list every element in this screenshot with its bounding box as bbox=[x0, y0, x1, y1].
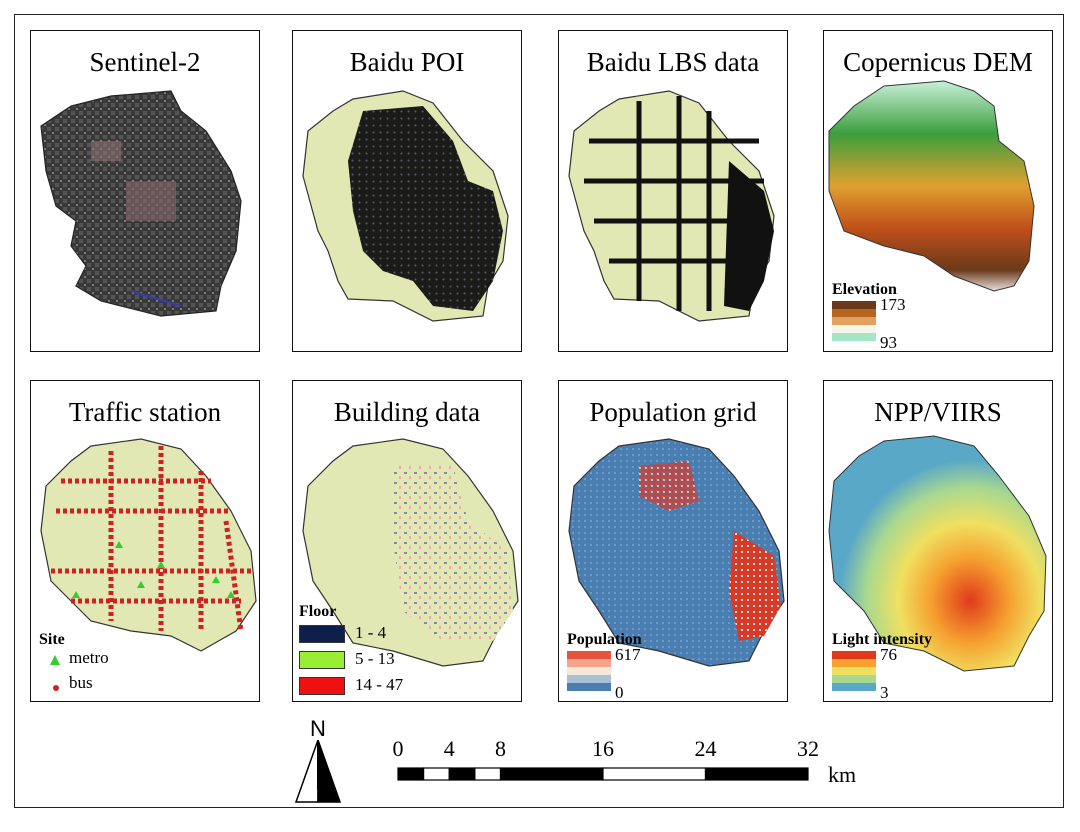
population-ramp bbox=[567, 651, 611, 691]
panel-title: Copernicus DEM bbox=[843, 47, 1033, 77]
scale-segment bbox=[423, 767, 450, 781]
legend-item: 5 - 13 bbox=[355, 649, 395, 668]
scale-tick-label: 0 bbox=[393, 736, 404, 761]
panel-title: Traffic station bbox=[68, 397, 222, 427]
legend-item-metro: metro bbox=[69, 648, 109, 667]
scale-tick-label: 24 bbox=[695, 736, 717, 761]
panel-traffic: Traffic station Site metro bus bbox=[30, 380, 260, 702]
sentinel-map bbox=[40, 90, 242, 317]
legend-title: Population bbox=[567, 631, 642, 648]
scale-tick-label: 16 bbox=[592, 736, 614, 761]
light-legend: Light intensity 76 3 bbox=[832, 631, 972, 701]
legend-min: 0 bbox=[615, 683, 624, 702]
panel-title: Baidu POI bbox=[349, 47, 465, 77]
legend-max: 173 bbox=[880, 295, 906, 314]
panel-title: Sentinel-2 bbox=[89, 47, 201, 77]
floor-swatch-1 bbox=[299, 625, 345, 643]
panel-title: NPP/VIIRS bbox=[874, 397, 1002, 427]
legend-max: 76 bbox=[880, 645, 897, 664]
district-outline bbox=[40, 438, 257, 652]
triangle-icon bbox=[50, 655, 60, 665]
panel-dem: Copernicus DEM Elevation 173 93 bbox=[823, 30, 1053, 352]
dot-icon bbox=[53, 685, 59, 691]
district-outline bbox=[568, 438, 785, 667]
scale-segment bbox=[448, 767, 476, 781]
panel-title: Baidu LBS data bbox=[586, 47, 760, 77]
legend-title: Light intensity bbox=[832, 631, 933, 648]
dem-map bbox=[828, 80, 1035, 292]
scale-segment bbox=[704, 767, 809, 781]
legend-min: 3 bbox=[880, 683, 889, 702]
legend-item-bus: bus bbox=[69, 673, 93, 692]
scale-unit: km bbox=[828, 762, 856, 787]
scale-segment bbox=[602, 767, 707, 781]
viirs-map bbox=[828, 435, 1047, 672]
panel-viirs: NPP/VIIRS Light intensity 76 3 bbox=[823, 380, 1053, 702]
panel-sentinel: Sentinel-2 bbox=[30, 30, 260, 352]
population-map bbox=[568, 438, 785, 667]
building-map bbox=[302, 438, 519, 667]
legend-title: Site bbox=[39, 631, 65, 648]
scale-tick-label: 4 bbox=[444, 736, 455, 761]
floor-legend: Floor 1 - 4 5 - 13 14 - 47 bbox=[299, 603, 429, 701]
scale-bar: 0 4 8 16 24 32 km bbox=[393, 736, 857, 787]
legend-item: 1 - 4 bbox=[355, 623, 387, 642]
metro-stations bbox=[72, 541, 235, 598]
floor-swatch-3 bbox=[299, 677, 345, 695]
scale-segment bbox=[474, 767, 502, 781]
light-ramp bbox=[832, 651, 876, 691]
site-legend: Site metro bus bbox=[39, 631, 159, 701]
traffic-map bbox=[40, 438, 257, 652]
scale-segment bbox=[397, 767, 425, 781]
bus-routes bbox=[51, 446, 251, 632]
population-legend: Population 617 0 bbox=[567, 631, 697, 701]
legend-item: 14 - 47 bbox=[355, 675, 404, 694]
light-surface bbox=[828, 435, 1047, 672]
legend-title: Elevation bbox=[832, 281, 897, 298]
floor-swatch-2 bbox=[299, 651, 345, 669]
poi-map bbox=[302, 90, 509, 322]
panel-title: Population grid bbox=[589, 397, 757, 427]
panel-building: Building data Floor 1 - 4 5 - 13 14 - 47 bbox=[292, 380, 522, 702]
elevation-ramp bbox=[832, 301, 876, 341]
legend-max: 617 bbox=[615, 645, 641, 664]
legend-min: 93 bbox=[880, 333, 897, 352]
panel-popgrid: Population grid Population 617 0 bbox=[558, 380, 788, 702]
lbs-map bbox=[568, 90, 775, 322]
scale-tick-label: 8 bbox=[495, 736, 506, 761]
legend-title: Floor bbox=[299, 603, 337, 620]
north-arrow: N bbox=[290, 716, 346, 806]
elevation-legend: Elevation 173 93 bbox=[832, 281, 952, 351]
dem-surface bbox=[828, 80, 1035, 292]
panel-poi: Baidu POI bbox=[292, 30, 522, 352]
north-arrow-icon bbox=[294, 740, 342, 803]
figure-frame bbox=[14, 14, 1064, 808]
scale-tick-label: 32 bbox=[797, 736, 819, 761]
panel-title: Building data bbox=[333, 397, 481, 427]
scale-segment bbox=[499, 767, 604, 781]
panel-lbs: Baidu LBS data bbox=[558, 30, 788, 352]
north-label: N bbox=[310, 716, 326, 741]
